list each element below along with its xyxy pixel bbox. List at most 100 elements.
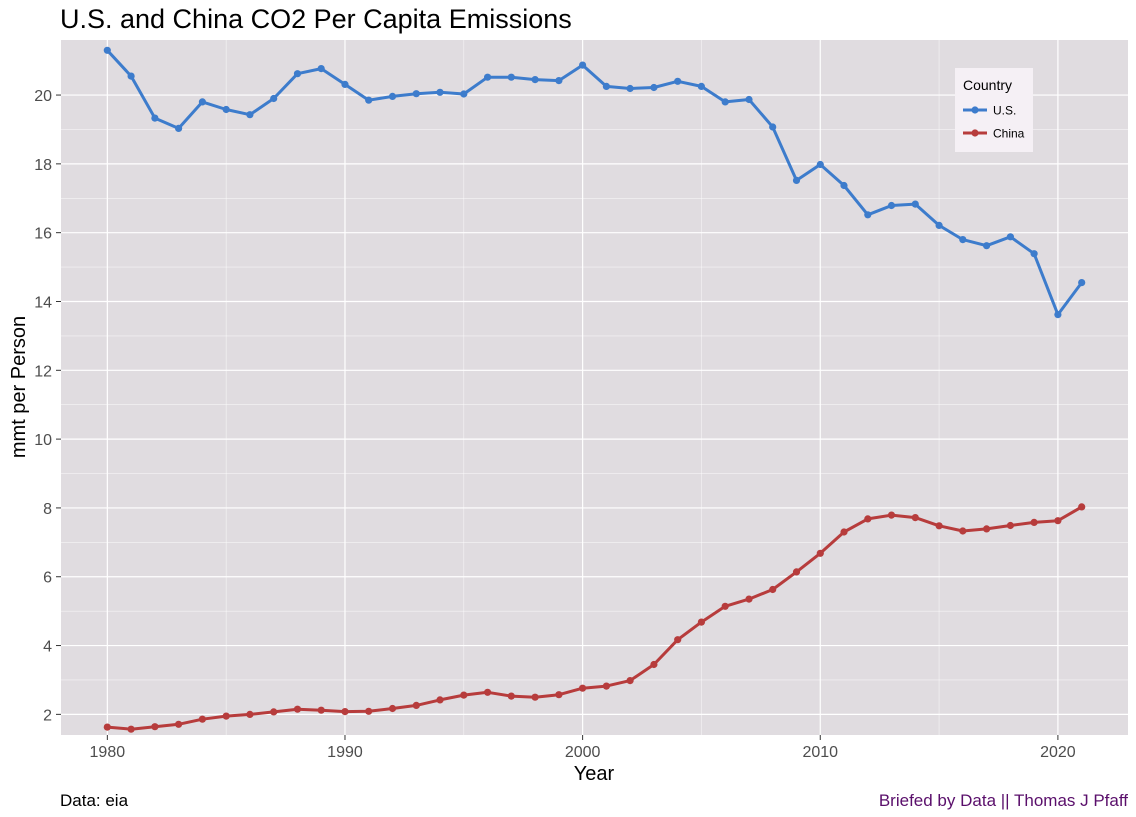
data-point-u-s [555,77,563,85]
data-point-china [626,677,634,685]
data-point-u-s [911,200,919,208]
minor-gridlines [61,40,1128,735]
data-point-china [222,712,230,720]
data-point-u-s [721,98,729,106]
data-point-china [769,585,777,594]
data-point-china [484,688,492,696]
data-point-china [792,568,801,576]
x-tick-label: 1980 [90,744,126,761]
data-point-china [745,595,753,603]
data-point-u-s [579,61,587,69]
data-point-u-s [103,46,111,54]
data-point-china [507,692,515,700]
data-point-china [103,723,111,731]
data-point-u-s [769,123,777,131]
data-point-china [602,682,611,690]
data-point-china [935,522,943,530]
data-point-u-s [792,176,801,184]
data-point-china [887,511,896,519]
x-tick-label: 2000 [565,744,601,761]
x-axis: 1980 1990 2000 2010 2020 [90,735,1076,761]
y-tick-label: 20 [34,88,52,105]
credit-caption: Briefed by Data || Thomas J Pfaff [879,791,1128,810]
series-line-u-s [105,48,1084,317]
data-point-china [175,720,183,728]
data-point-china [816,549,824,557]
data-point-china [412,701,420,710]
data-point-china [151,723,159,731]
data-point-u-s [484,73,492,81]
data-point-u-s [507,73,515,81]
data-point-u-s [127,72,135,80]
data-point-u-s [626,84,634,93]
data-point-china [697,618,706,626]
data-point-u-s [175,124,183,132]
data-point-china [1078,503,1086,511]
data-point-china [959,527,967,535]
data-point-u-s [365,96,373,104]
legend: Country U.S. China [955,68,1033,152]
series-line-china [105,505,1084,731]
data-point-u-s [959,236,967,244]
data-point-china [460,691,468,699]
x-tick-label: 1990 [327,744,363,761]
legend-title: Country [963,77,1012,93]
data-point-u-s [650,83,658,92]
chart-title: U.S. and China CO2 Per Capita Emissions [60,4,572,34]
data-point-u-s [341,80,349,88]
data-point-u-s [887,201,896,210]
legend-item-u-s: U.S. [963,104,1016,118]
data-point-u-s [460,90,468,98]
y-tick-label: 6 [43,570,52,587]
data-point-u-s [602,82,611,90]
data-point-china [1054,517,1062,525]
data-point-u-s [151,114,159,122]
x-tick-label: 2020 [1040,744,1076,761]
y-tick-label: 8 [43,501,52,518]
series-layer [103,46,1086,733]
data-point-china [911,514,919,522]
data-point-china [341,708,349,716]
data-point-china [674,636,682,644]
legend-item-china: China [963,127,1025,141]
y-axis-title: mmt per Person [8,316,30,458]
data-point-u-s [531,76,539,84]
data-point-u-s [935,221,943,229]
y-tick-label: 2 [43,707,52,724]
data-point-china [983,525,991,533]
data-point-china [864,515,872,523]
data-point-u-s [293,70,302,78]
data-point-china [579,684,587,692]
data-point-u-s [840,181,848,190]
data-point-china [650,660,658,669]
data-point-u-s [436,88,444,96]
data-point-china [198,715,206,723]
y-tick-label: 4 [43,639,52,656]
y-tick-label: 10 [34,432,52,449]
y-axis: 2 4 6 8 10 12 14 16 18 20 [34,88,61,724]
legend-key-point [971,106,979,114]
legend-key-point [971,129,979,137]
legend-label: U.S. [993,104,1016,118]
data-point-u-s [270,94,278,103]
plot-panel [61,40,1128,735]
data-point-u-s [1054,311,1062,319]
y-tick-label: 18 [34,157,52,174]
data-point-china [317,706,325,714]
data-point-china [531,693,539,701]
data-point-u-s [1078,279,1086,287]
data-point-u-s [317,65,325,73]
data-point-u-s [697,82,706,90]
data-point-u-s [246,111,254,119]
data-point-u-s [222,105,230,114]
data-point-u-s [1006,233,1015,241]
data-point-u-s [198,98,206,106]
x-tick-label: 2010 [802,744,838,761]
data-point-u-s [412,90,420,98]
data-point-u-s [864,211,872,219]
data-point-china [365,707,373,715]
data-point-china [436,696,444,704]
legend-label: China [993,127,1025,141]
data-point-china [388,704,397,713]
